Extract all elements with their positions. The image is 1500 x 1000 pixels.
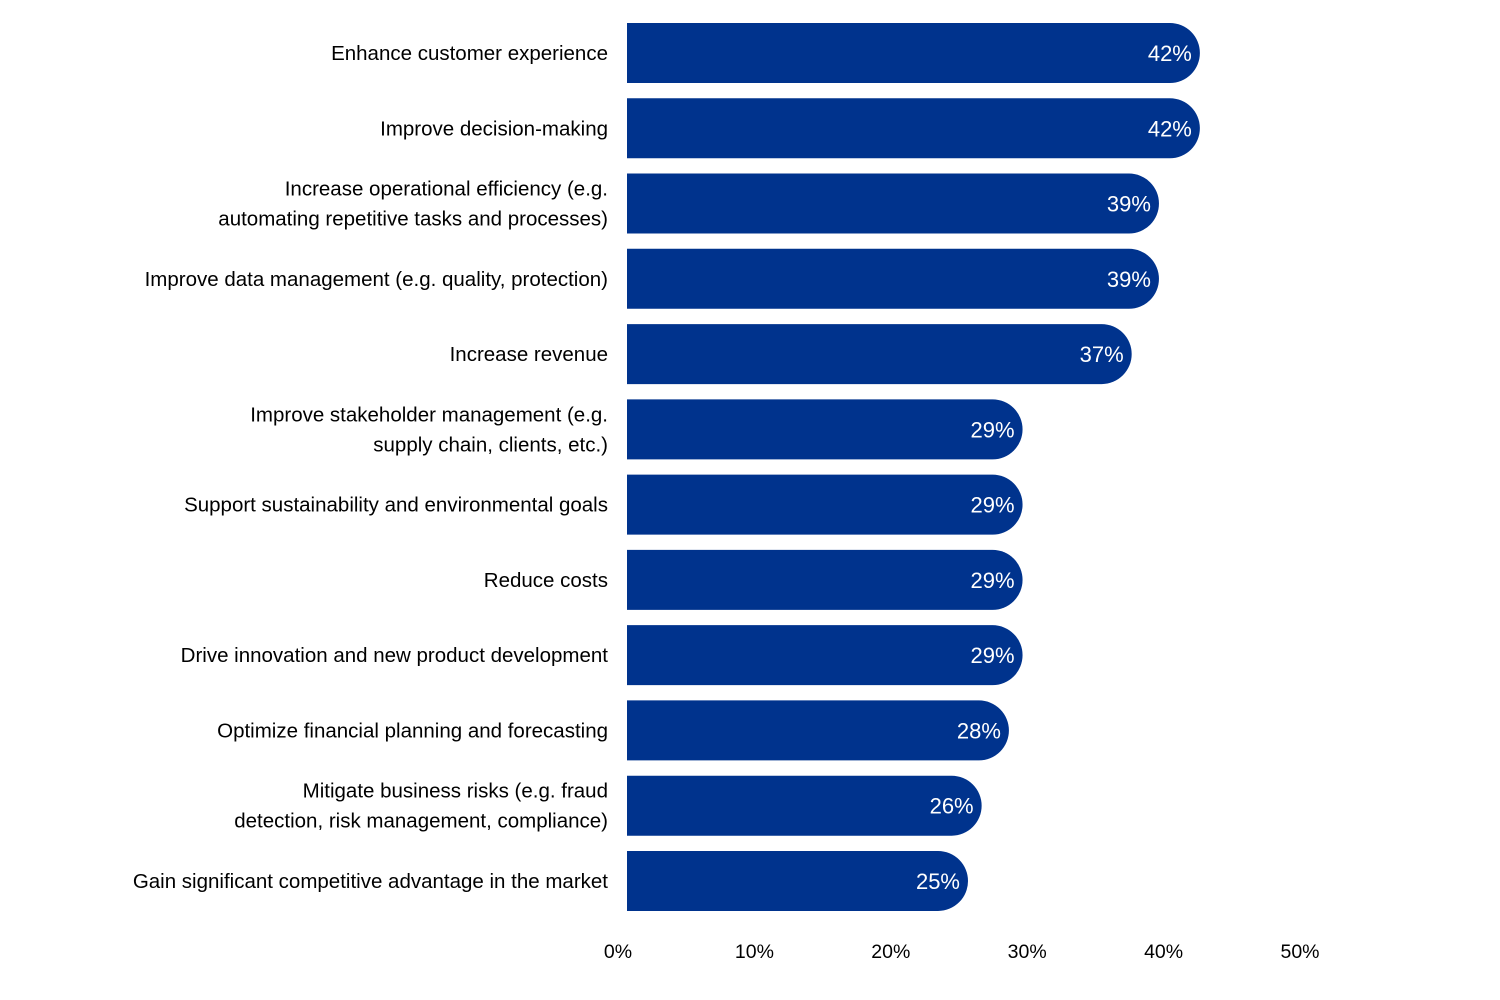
bar xyxy=(627,324,1132,385)
bar xyxy=(627,775,982,836)
category-label: Improve stakeholder management (e.g. xyxy=(250,403,608,426)
category-label: Increase revenue xyxy=(450,343,608,366)
bar-value-label: 29% xyxy=(971,417,1015,442)
bar-value-label: 42% xyxy=(1148,41,1192,66)
bar-value-label: 26% xyxy=(930,794,974,819)
category-label: Gain significant competitive advantage i… xyxy=(133,870,608,893)
bar-row: 42% Improve decision-making xyxy=(380,98,1200,159)
bar xyxy=(627,23,1200,83)
bar-value-label: 28% xyxy=(957,718,1001,743)
x-tick-label: 10% xyxy=(735,941,774,963)
bar-row: 29% Improve stakeholder management (e.g. s… xyxy=(250,399,1023,460)
bar-row: 37% Increase revenue xyxy=(450,324,1132,385)
category-label: automating repetitive tasks and processe… xyxy=(218,208,608,231)
category-label: Improve decision-making xyxy=(380,117,608,140)
category-label: Improve data management (e.g. quality, p… xyxy=(145,268,608,291)
bar-value-label: 29% xyxy=(971,568,1015,593)
bar xyxy=(627,399,1023,460)
bar-row: 39% Increase operational efficiency (e.g.… xyxy=(218,173,1159,234)
bar-row: 29% Drive innovation and new product deve… xyxy=(181,625,1023,686)
x-tick-label: 50% xyxy=(1280,941,1319,963)
x-tick-label: 0% xyxy=(604,941,632,963)
bar xyxy=(627,549,1023,610)
category-label: Increase operational efficiency (e.g. xyxy=(285,178,608,201)
bar-value-label: 39% xyxy=(1107,267,1151,292)
bars-group: 42% Enhance customer experience 42% Improve… xyxy=(133,23,1200,911)
category-label: detection, risk management, compliance) xyxy=(234,810,608,833)
bar xyxy=(627,98,1200,159)
bar-row: 28% Optimize financial planning and forec… xyxy=(217,700,1009,761)
bar-row: 29% Reduce costs xyxy=(484,549,1023,610)
bar-row: 42% Enhance customer experience xyxy=(331,23,1200,83)
x-axis: 0% 10% 20% 30% 40% 50% xyxy=(604,941,1320,963)
category-label: Reduce costs xyxy=(484,569,608,592)
bar xyxy=(627,173,1159,234)
x-tick-label: 20% xyxy=(871,941,910,963)
bar xyxy=(627,625,1023,686)
bar-value-label: 39% xyxy=(1107,192,1151,217)
bar-value-label: 29% xyxy=(971,493,1015,518)
category-label: Mitigate business risks (e.g. fraud xyxy=(303,780,608,803)
bar-value-label: 29% xyxy=(971,643,1015,668)
bar-value-label: 37% xyxy=(1080,342,1124,367)
category-label: Enhance customer experience xyxy=(331,42,608,65)
bar-row: 29% Support sustainability and environmen… xyxy=(184,474,1023,535)
category-label: Support sustainability and environmental… xyxy=(184,494,608,517)
bar-value-label: 25% xyxy=(916,869,960,894)
bar-row: 25% Gain significant competitive advantag… xyxy=(133,850,969,911)
category-label: Optimize financial planning and forecast… xyxy=(217,719,608,742)
bar xyxy=(627,248,1159,309)
bar xyxy=(627,850,969,911)
category-label: Drive innovation and new product develop… xyxy=(181,644,609,667)
bar xyxy=(627,474,1023,535)
category-label: supply chain, clients, etc.) xyxy=(373,433,608,456)
bar-row: 39% Improve data management (e.g. quality… xyxy=(145,248,1159,309)
x-tick-label: 40% xyxy=(1144,941,1183,963)
bar-row: 26% Mitigate business risks (e.g. fraud de… xyxy=(234,775,982,836)
bar xyxy=(627,700,1009,761)
x-tick-label: 30% xyxy=(1008,941,1047,963)
bar-value-label: 42% xyxy=(1148,116,1192,141)
